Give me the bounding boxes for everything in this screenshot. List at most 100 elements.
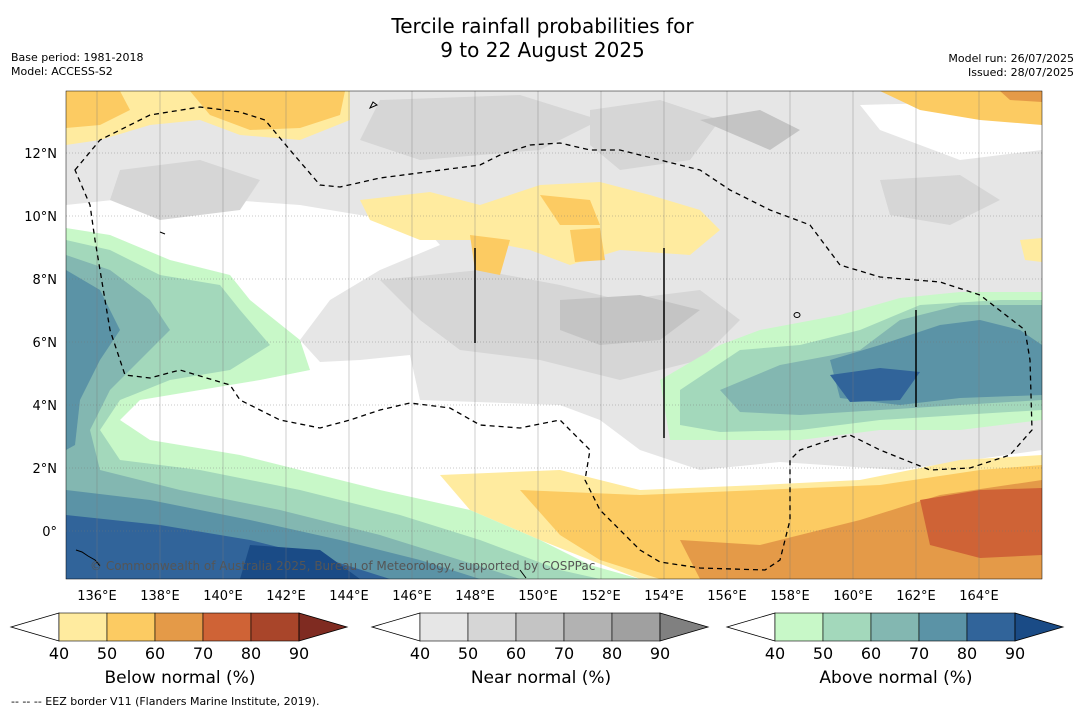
- colorbar-segment: [774, 612, 824, 642]
- longitude-axis: 136°E 138°E 140°E 142°E 144°E 146°E 148°E 150°E…: [77, 589, 999, 604]
- below-normal-40: [360, 182, 720, 265]
- model-text: Model: ACCESS-S2: [11, 65, 113, 78]
- colorbar-segment: [58, 612, 108, 642]
- latitude-label: 6°N: [33, 336, 58, 351]
- islands: [75, 101, 801, 579]
- colorbar-tick: 90: [289, 644, 309, 663]
- near-normal-50: [590, 100, 720, 170]
- colorbar-tick: 50: [97, 644, 117, 663]
- longitude-label: 154°E: [644, 589, 684, 604]
- colorbar-tick: 40: [49, 644, 69, 663]
- colorbar-max-extend: [659, 612, 710, 642]
- above-normal-70: [66, 270, 120, 450]
- latitude-axis: 12°N 10°N 8°N 6°N 4°N 2°N 0°: [24, 147, 57, 540]
- longitude-label: 160°E: [833, 589, 873, 604]
- colorbar-segment: [515, 612, 565, 642]
- colorbar-tick: 70: [909, 644, 929, 663]
- colorbar-min-extend: [725, 612, 776, 642]
- colorbar-segment: [822, 612, 872, 642]
- colorbar-tick: 90: [650, 644, 670, 663]
- title-line-1: Tercile rainfall probabilities for: [391, 14, 694, 38]
- colorbar-tick: 80: [241, 644, 261, 663]
- longitude-label: 136°E: [77, 589, 117, 604]
- run-info: Model run: 26/07/2025 Issued: 28/07/2025: [948, 52, 1074, 80]
- near-normal-50: [880, 175, 1000, 225]
- near-normal-60: [700, 110, 800, 150]
- model-info: Base period: 1981-2018 Model: ACCESS-S2: [11, 51, 143, 79]
- near-normal-60: [560, 295, 700, 345]
- colorbar-tick: 40: [765, 644, 785, 663]
- colorbars: 40 50 60 70 80 90 40 50 60 70 80 90 40 50 60 70 80 90: [9, 612, 1065, 663]
- below-normal-40: [1020, 238, 1042, 262]
- base-period-text: Base period: 1981-2018: [11, 51, 144, 64]
- longitude-label: 162°E: [896, 589, 936, 604]
- below-normal-50: [540, 195, 600, 225]
- colorbar-segment: [106, 612, 156, 642]
- colorbar-tick: 70: [193, 644, 213, 663]
- colorbar-max-extend: [298, 612, 349, 642]
- below-normal-50: [470, 235, 510, 275]
- colorbar-label-below: Below normal (%): [104, 668, 256, 688]
- latitude-label: 10°N: [24, 210, 57, 225]
- below-normal-70: [920, 488, 1042, 558]
- latitude-label: 4°N: [33, 399, 58, 414]
- below-normal-50: [66, 91, 130, 128]
- colorbar: 40 50 60 70 80 90: [370, 612, 710, 663]
- issued-text: Issued: 28/07/2025: [967, 66, 1074, 79]
- model-run-text: Model run: 26/07/2025: [948, 52, 1074, 65]
- colorbar-segment: [467, 612, 517, 642]
- map-frame: [65, 90, 1043, 580]
- copyright-text: © Commonwealth of Australia 2025, Bureau…: [90, 559, 595, 573]
- colorbar-tick: 60: [861, 644, 881, 663]
- longitude-label: 150°E: [518, 589, 558, 604]
- colorbar-max-extend: [1014, 612, 1065, 642]
- colorbar: 40 50 60 70 80 90: [9, 612, 349, 663]
- eez-legend: -- -- -- EEZ border V11 (Flanders Marine…: [11, 695, 320, 708]
- below-normal-60: [1000, 91, 1042, 102]
- longitude-label: 152°E: [581, 589, 621, 604]
- latitude-label: 2°N: [33, 462, 58, 477]
- colorbar-segment: [250, 612, 300, 642]
- colorbar-segment: [611, 612, 661, 642]
- map-title: Tercile rainfall probabilities for 9 to …: [0, 14, 1085, 62]
- title-line-2: 9 to 22 August 2025: [440, 38, 645, 62]
- colorbar-tick: 90: [1005, 644, 1025, 663]
- map-field: [66, 91, 1042, 579]
- colorbar-tick: 40: [410, 644, 430, 663]
- colorbar-label-above: Above normal (%): [819, 668, 973, 688]
- colorbar-segment: [202, 612, 252, 642]
- colorbar-tick: 60: [145, 644, 165, 663]
- above-normal-90: [240, 545, 360, 579]
- colorbar-tick: 80: [602, 644, 622, 663]
- longitude-label: 156°E: [707, 589, 747, 604]
- colorbar: 40 50 60 70 80 90: [725, 612, 1065, 663]
- colorbar-label-near: Near normal (%): [470, 668, 612, 688]
- near-normal-50: [110, 160, 260, 220]
- latitude-label: 12°N: [24, 147, 57, 162]
- above-normal-60: [66, 255, 520, 579]
- colorbar-segment: [918, 612, 968, 642]
- latitude-label: 8°N: [33, 273, 58, 288]
- longitude-label: 138°E: [140, 589, 180, 604]
- colorbar-tick: 80: [957, 644, 977, 663]
- colorbar-segment: [154, 612, 204, 642]
- map-gridlines: [66, 91, 1042, 579]
- longitude-label: 158°E: [770, 589, 810, 604]
- colorbar-tick: 50: [458, 644, 478, 663]
- longitude-label: 144°E: [329, 589, 369, 604]
- longitude-label: 148°E: [455, 589, 495, 604]
- colorbar-segment: [870, 612, 920, 642]
- colorbar-tick: 60: [506, 644, 526, 663]
- colorbar-tick: 50: [813, 644, 833, 663]
- eez-border: [74, 106, 1033, 571]
- latitude-label: 0°: [42, 525, 57, 540]
- colorbar-segment: [563, 612, 613, 642]
- longitude-label: 140°E: [203, 589, 243, 604]
- colorbar-min-extend: [9, 612, 60, 642]
- colorbar-segment: [419, 612, 469, 642]
- longitude-label: 164°E: [959, 589, 999, 604]
- reference-lines: [474, 248, 917, 438]
- below-normal-50: [570, 228, 605, 262]
- colorbar-min-extend: [370, 612, 421, 642]
